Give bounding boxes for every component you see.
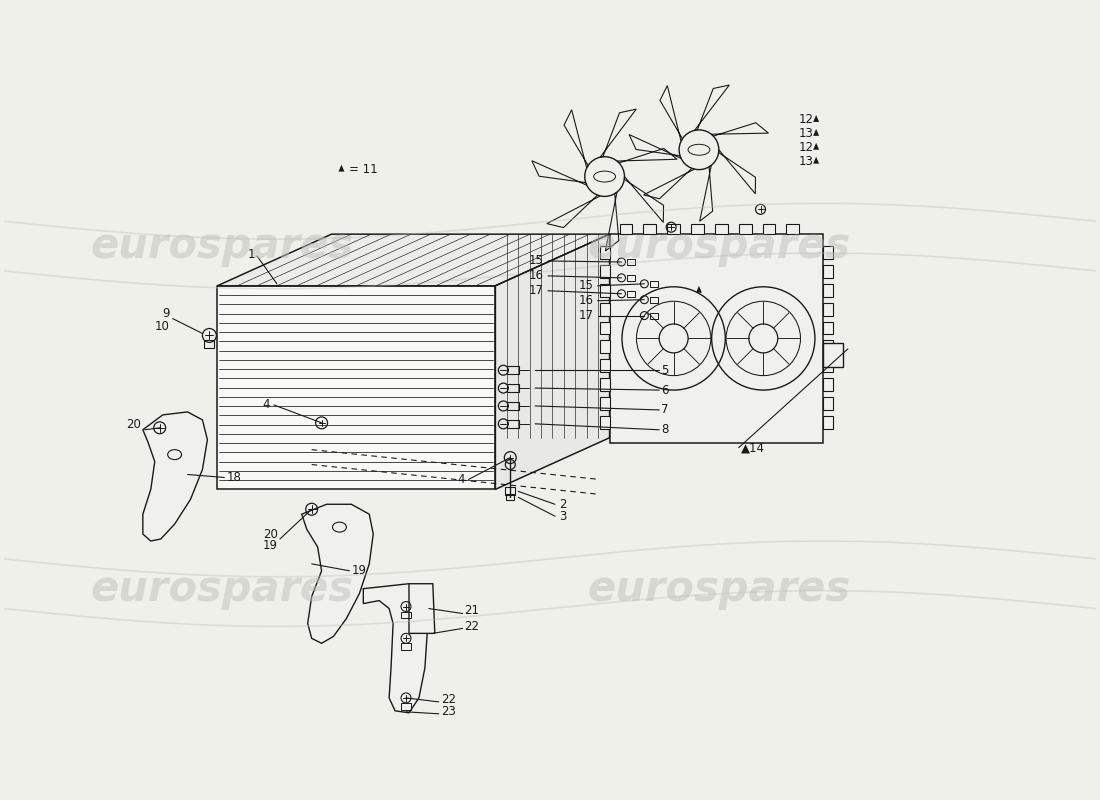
Bar — [823, 322, 833, 334]
Text: 7: 7 — [661, 403, 669, 417]
Bar — [600, 302, 609, 315]
Ellipse shape — [332, 522, 346, 532]
Polygon shape — [813, 115, 820, 122]
Text: 15: 15 — [529, 254, 544, 267]
Text: 12: 12 — [799, 114, 813, 126]
Bar — [600, 397, 609, 410]
Text: 12: 12 — [799, 142, 813, 154]
Text: 1: 1 — [248, 247, 255, 261]
Polygon shape — [339, 165, 344, 171]
Bar — [627, 290, 636, 297]
Text: 18: 18 — [227, 471, 241, 484]
Polygon shape — [218, 234, 609, 286]
Bar — [823, 359, 833, 372]
Text: 22: 22 — [441, 694, 455, 706]
Bar — [823, 265, 833, 278]
Text: ▲14: ▲14 — [740, 441, 764, 454]
Text: 4: 4 — [263, 398, 270, 411]
Bar — [600, 416, 609, 429]
Text: 13: 13 — [799, 127, 813, 140]
Polygon shape — [363, 584, 429, 713]
Bar — [644, 224, 657, 234]
Text: eurospares: eurospares — [90, 225, 354, 267]
Bar — [786, 224, 800, 234]
Text: 13: 13 — [799, 155, 813, 168]
Text: 10: 10 — [155, 320, 169, 333]
Polygon shape — [301, 504, 373, 643]
Bar — [506, 494, 515, 500]
Text: 21: 21 — [464, 604, 480, 617]
Bar — [650, 281, 658, 286]
Text: 6: 6 — [661, 383, 669, 397]
Bar — [507, 384, 519, 392]
Bar — [823, 397, 833, 410]
Bar — [600, 359, 609, 372]
Bar — [823, 246, 833, 259]
Polygon shape — [218, 286, 495, 490]
Bar — [762, 224, 776, 234]
Text: 19: 19 — [351, 564, 366, 578]
Text: = 11: = 11 — [350, 163, 378, 176]
Text: 23: 23 — [441, 706, 455, 718]
Text: 8: 8 — [661, 423, 669, 436]
Text: 16: 16 — [579, 294, 594, 307]
Bar — [650, 297, 658, 302]
Text: eurospares: eurospares — [90, 568, 354, 610]
Text: 20: 20 — [126, 418, 141, 431]
Polygon shape — [813, 129, 820, 136]
Text: 17: 17 — [529, 284, 544, 298]
Text: eurospares: eurospares — [587, 568, 850, 610]
Bar — [619, 224, 632, 234]
Bar — [600, 378, 609, 391]
Bar — [823, 342, 843, 367]
Bar — [600, 284, 609, 297]
Bar — [650, 313, 658, 318]
Text: 16: 16 — [529, 270, 544, 282]
Bar — [507, 402, 519, 410]
Polygon shape — [813, 142, 820, 150]
Bar — [823, 378, 833, 391]
Text: 22: 22 — [464, 620, 480, 633]
Bar — [600, 322, 609, 334]
Bar — [600, 341, 609, 354]
Bar — [402, 703, 411, 710]
Bar — [600, 265, 609, 278]
Bar — [691, 224, 704, 234]
Polygon shape — [495, 234, 609, 490]
Polygon shape — [409, 584, 434, 634]
Bar — [609, 234, 823, 442]
Bar — [507, 366, 519, 374]
Bar — [715, 224, 728, 234]
Bar — [205, 341, 214, 348]
Text: eurospares: eurospares — [587, 225, 850, 267]
Bar — [402, 643, 411, 650]
Bar — [823, 416, 833, 429]
Bar — [507, 420, 519, 428]
Text: 3: 3 — [559, 510, 566, 522]
Text: 15: 15 — [579, 279, 594, 292]
Polygon shape — [813, 157, 820, 164]
Polygon shape — [143, 412, 208, 541]
Bar — [739, 224, 751, 234]
Bar — [668, 224, 680, 234]
Text: 19: 19 — [263, 539, 278, 553]
Bar — [627, 275, 636, 281]
Text: 5: 5 — [661, 364, 669, 377]
Bar — [600, 246, 609, 259]
Bar — [823, 302, 833, 315]
Bar — [505, 487, 515, 495]
Text: 20: 20 — [263, 527, 278, 541]
Text: 9: 9 — [162, 307, 169, 320]
Bar — [627, 259, 636, 265]
Text: 17: 17 — [579, 309, 594, 322]
Bar — [402, 611, 411, 618]
Text: 2: 2 — [559, 498, 566, 510]
Text: 4: 4 — [458, 473, 464, 486]
Polygon shape — [696, 286, 702, 293]
Bar — [823, 341, 833, 354]
Bar — [823, 284, 833, 297]
Ellipse shape — [167, 450, 182, 459]
